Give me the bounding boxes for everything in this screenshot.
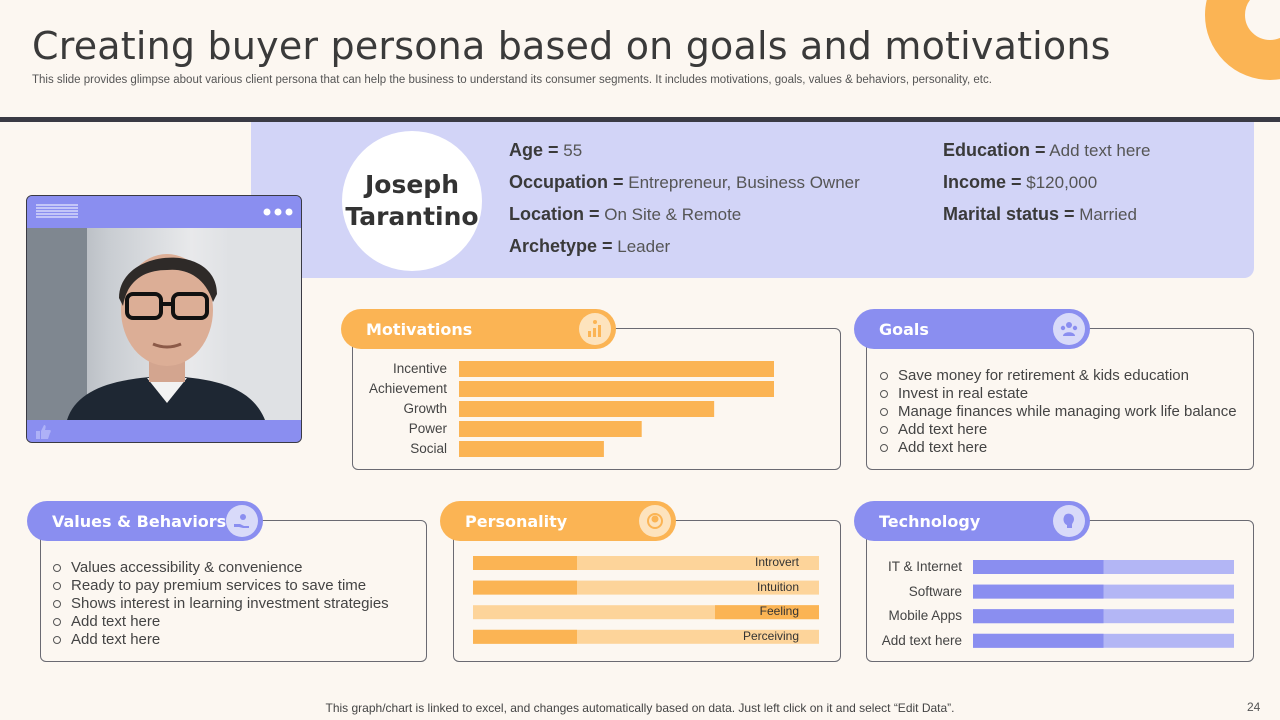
technology-bar	[973, 584, 1104, 599]
list-item: Values accessibility & convenience	[53, 559, 389, 577]
more-dots-icon	[263, 208, 293, 216]
decorative-ring	[1205, 0, 1280, 80]
motivations-header: Motivations	[341, 309, 616, 349]
attr-occupation: Occupation = Entrepreneur, Business Owne…	[509, 172, 860, 192]
goals-heading: Goals	[879, 319, 929, 339]
technology-heading: Technology	[879, 511, 981, 531]
technology-bar	[973, 633, 1104, 648]
technology-label: Software	[908, 583, 962, 599]
personality-label: Perceiving	[742, 628, 799, 643]
attr-income: Income = $120,000	[943, 172, 1098, 192]
list-item: Add text here	[880, 421, 1237, 439]
motivation-bar	[459, 441, 604, 457]
slide-footer-note: This graph/chart is linked to excel, and…	[325, 701, 955, 715]
attr-location: Location = On Site & Remote	[509, 204, 742, 224]
list-item: Add text here	[53, 631, 389, 649]
photo-card-header	[27, 196, 301, 228]
values-header: Values & Behaviors	[27, 501, 263, 541]
technology-label: Add text here	[881, 632, 962, 648]
target-group-icon	[1053, 313, 1085, 345]
personality-marker	[473, 580, 577, 595]
motivation-label: Power	[408, 421, 447, 436]
list-item: Ready to pay premium services to save ti…	[53, 577, 389, 595]
motivation-bar	[459, 421, 642, 437]
motivation-bar	[459, 401, 715, 417]
persona-photo	[27, 228, 301, 420]
goals-header: Goals	[854, 309, 1090, 349]
personality-label: Intuition	[756, 579, 799, 594]
list-item: Add text here	[880, 439, 1237, 457]
motivation-label: Achievement	[368, 381, 447, 396]
motivations-bars	[459, 361, 774, 457]
motivation-label: Growth	[403, 401, 447, 416]
person-portrait-icon	[27, 228, 301, 420]
list-item: Save money for retirement & kids educati…	[880, 367, 1237, 385]
thumbs-up-icon	[36, 425, 51, 439]
technology-chart: IT & Internet Software Mobile Apps Add text…	[874, 556, 1236, 650]
technology-bars	[973, 560, 1234, 648]
page-number: 24	[1247, 700, 1261, 714]
technology-label: Mobile Apps	[888, 608, 962, 624]
personality-scales: Introvert Intuition Feeling Perceiving	[473, 555, 819, 647]
hand-value-icon	[226, 505, 258, 537]
values-heading: Values & Behaviors	[52, 511, 227, 531]
slide-subtitle: This slide provides glimpse about variou…	[32, 74, 992, 86]
personality-marker	[473, 556, 577, 570]
slide-title: Creating buyer persona based on goals an…	[32, 24, 1111, 68]
persona-attributes-left: Age = 55 Occupation = Entrepreneur, Busi…	[509, 140, 860, 268]
motivation-bar	[459, 361, 774, 377]
technology-bar	[973, 560, 1104, 574]
motivations-heading: Motivations	[366, 319, 473, 339]
motivation-label: Social	[410, 441, 447, 456]
values-list: Values accessibility & convenience Ready…	[53, 559, 389, 649]
header-divider	[0, 117, 1280, 122]
motivation-label: Incentive	[392, 361, 447, 376]
list-item: Invest in real estate	[880, 385, 1237, 403]
technology-header: Technology	[854, 501, 1090, 541]
personality-marker	[715, 605, 819, 620]
personality-marker	[473, 629, 577, 644]
personality-heading: Personality	[465, 511, 568, 531]
motivation-bar	[459, 381, 774, 397]
technology-label: IT & Internet	[887, 559, 962, 574]
list-item: Manage finances while managing work life…	[880, 403, 1237, 421]
persona-first-name: Joseph	[364, 170, 459, 199]
goals-list: Save money for retirement & kids educati…	[880, 367, 1237, 457]
persona-photo-card	[26, 195, 302, 443]
attr-marital-status: Marital status = Married	[943, 204, 1137, 224]
personality-label: Introvert	[754, 555, 799, 569]
photo-card-footer	[27, 420, 301, 442]
brain-tech-icon	[1053, 505, 1085, 537]
personality-header: Personality	[440, 501, 676, 541]
attr-age: Age = 55	[509, 140, 583, 160]
persona-name-circle: Joseph Tarantino	[342, 131, 482, 271]
personality-label: Feeling	[759, 604, 799, 619]
attr-education: Education = Add text here	[943, 140, 1151, 160]
persona-last-name: Tarantino	[345, 202, 479, 231]
motivation-chart-icon	[579, 313, 611, 345]
list-item: Add text here	[53, 613, 389, 631]
persona-attributes-right: Education = Add text here Income = $120,…	[943, 140, 1150, 236]
personality-icon	[639, 505, 671, 537]
motivations-chart: Incentive Achievement Growth Power Social	[360, 360, 830, 460]
menu-lines-icon	[36, 204, 293, 218]
personality-bars	[473, 556, 819, 644]
list-item: Shows interest in learning investment st…	[53, 595, 389, 613]
attr-archetype: Archetype = Leader	[509, 236, 671, 256]
technology-bar	[973, 609, 1104, 624]
